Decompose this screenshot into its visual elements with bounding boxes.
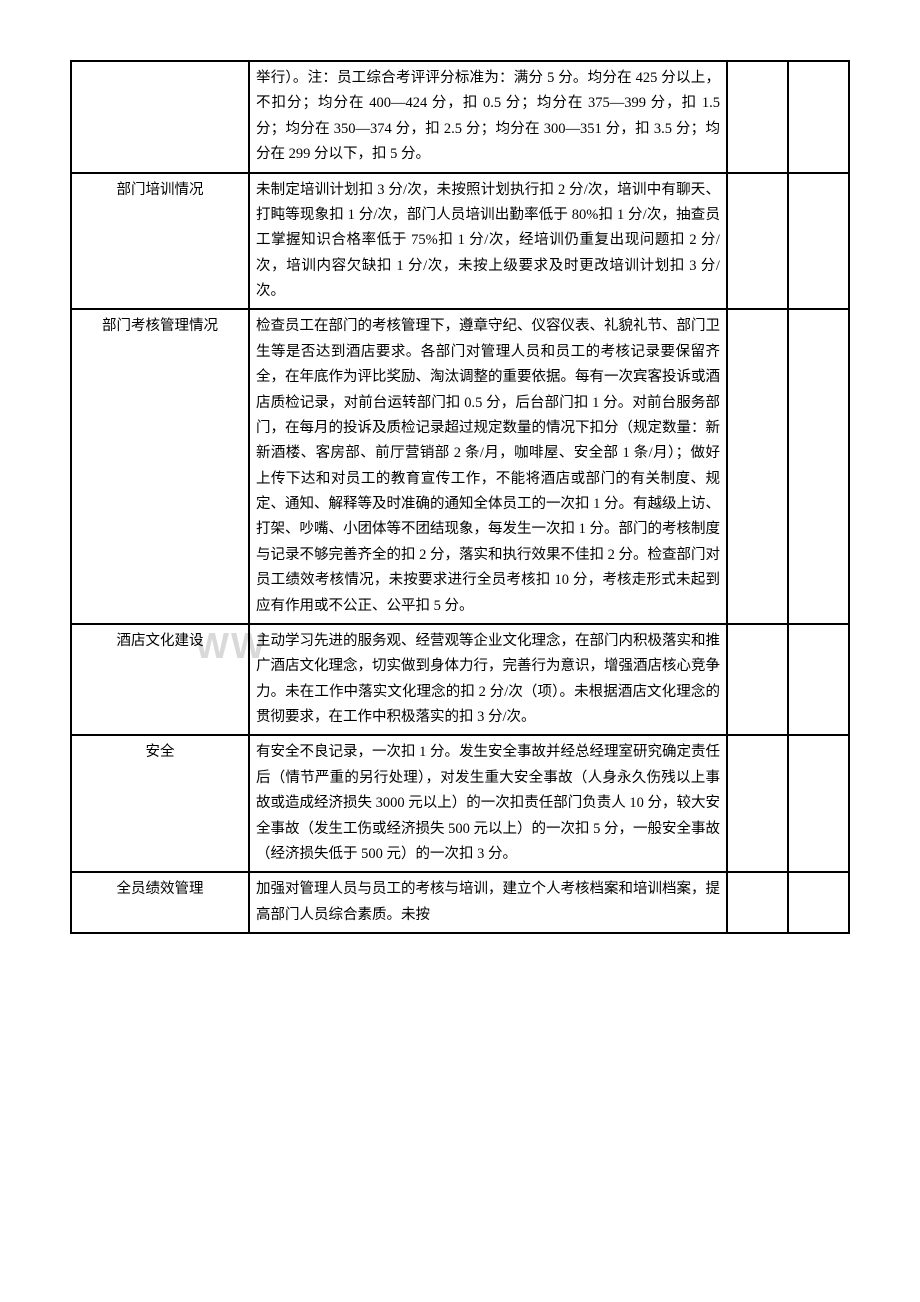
- row-score1: [727, 872, 788, 933]
- table-row: 部门培训情况 未制定培训计划扣 3 分/次，未按照计划执行扣 2 分/次，培训中…: [71, 173, 849, 310]
- row-score1: [727, 624, 788, 736]
- assessment-table: 举行）。注：员工综合考评评分标准为：满分 5 分。均分在 425 分以上，不扣分…: [70, 60, 850, 934]
- row-score1: [727, 309, 788, 624]
- row-score2: [788, 735, 849, 872]
- row-label: 酒店文化建设: [71, 624, 249, 736]
- row-content: 未制定培训计划扣 3 分/次，未按照计划执行扣 2 分/次，培训中有聊天、打盹等…: [249, 173, 727, 310]
- row-score1: [727, 173, 788, 310]
- row-content: 加强对管理人员与员工的考核与培训，建立个人考核档案和培训档案，提高部门人员综合素…: [249, 872, 727, 933]
- row-score2: [788, 624, 849, 736]
- row-label: 部门培训情况: [71, 173, 249, 310]
- row-content: 有安全不良记录，一次扣 1 分。发生安全事故并经总经理室研究确定责任后（情节严重…: [249, 735, 727, 872]
- row-content: 主动学习先进的服务观、经营观等企业文化理念，在部门内积极落实和推广酒店文化理念，…: [249, 624, 727, 736]
- row-label: 全员绩效管理: [71, 872, 249, 933]
- row-label: [71, 61, 249, 173]
- row-score2: [788, 61, 849, 173]
- table-row: 酒店文化建设 主动学习先进的服务观、经营观等企业文化理念，在部门内积极落实和推广…: [71, 624, 849, 736]
- table-row: 部门考核管理情况 检查员工在部门的考核管理下，遵章守纪、仪容仪表、礼貌礼节、部门…: [71, 309, 849, 624]
- row-label: 部门考核管理情况: [71, 309, 249, 624]
- row-content: 举行）。注：员工综合考评评分标准为：满分 5 分。均分在 425 分以上，不扣分…: [249, 61, 727, 173]
- table-row: 举行）。注：员工综合考评评分标准为：满分 5 分。均分在 425 分以上，不扣分…: [71, 61, 849, 173]
- assessment-table-wrap: 举行）。注：员工综合考评评分标准为：满分 5 分。均分在 425 分以上，不扣分…: [70, 60, 850, 934]
- row-content: 检查员工在部门的考核管理下，遵章守纪、仪容仪表、礼貌礼节、部门卫生等是否达到酒店…: [249, 309, 727, 624]
- row-score2: [788, 309, 849, 624]
- row-score2: [788, 872, 849, 933]
- row-score2: [788, 173, 849, 310]
- table-row: 全员绩效管理 加强对管理人员与员工的考核与培训，建立个人考核档案和培训档案，提高…: [71, 872, 849, 933]
- row-label: 安全: [71, 735, 249, 872]
- table-row: 安全 有安全不良记录，一次扣 1 分。发生安全事故并经总经理室研究确定责任后（情…: [71, 735, 849, 872]
- row-score1: [727, 735, 788, 872]
- row-score1: [727, 61, 788, 173]
